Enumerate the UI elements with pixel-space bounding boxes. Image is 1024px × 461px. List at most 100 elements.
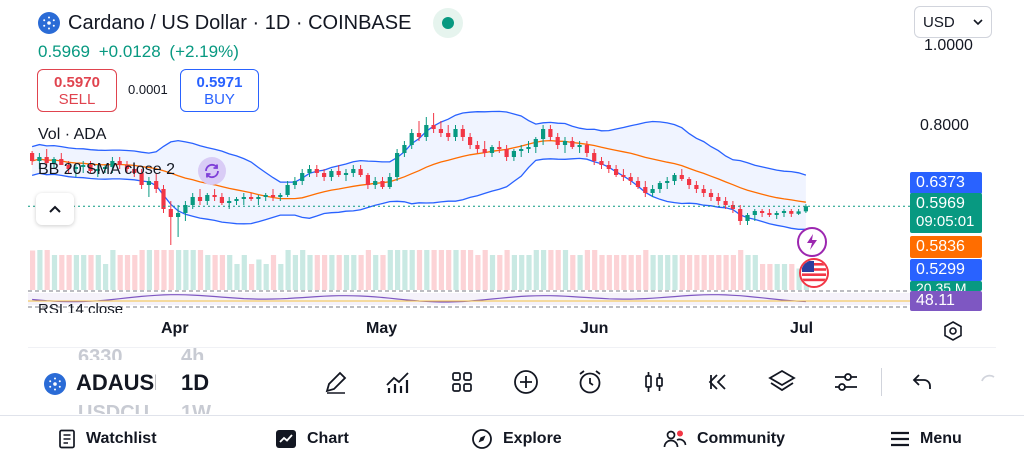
volume-bar xyxy=(489,255,496,290)
buy-price: 0.5971 xyxy=(196,73,243,91)
lightning-event-icon[interactable] xyxy=(797,227,827,257)
toolbar-divider xyxy=(881,368,882,396)
market-status-indicator[interactable] xyxy=(433,8,464,38)
candle-body xyxy=(519,149,524,151)
candle-body xyxy=(643,187,648,193)
symbol-header[interactable]: Cardano / US Dollar · 1D · COINBASE xyxy=(38,8,464,38)
volume-bar xyxy=(300,250,306,290)
candle-body xyxy=(635,181,641,187)
chart-type-button[interactable] xyxy=(638,366,670,398)
chart-settings-button[interactable] xyxy=(942,320,964,342)
object-tree-button[interactable] xyxy=(766,366,798,398)
nav-watchlist[interactable]: Watchlist xyxy=(58,416,157,461)
candle-body xyxy=(460,129,465,137)
candle-body xyxy=(621,175,626,177)
refresh-icon[interactable] xyxy=(198,157,226,185)
volume-legend[interactable]: Vol · ADA xyxy=(38,126,107,143)
candle-body xyxy=(139,173,144,185)
collapse-legend-button[interactable] xyxy=(36,193,74,225)
candle-body xyxy=(482,149,487,153)
volume-bar xyxy=(139,250,145,290)
volume-bar xyxy=(292,255,298,290)
price-chart[interactable] xyxy=(28,0,996,348)
symbol-picker[interactable]: ADAUSD xyxy=(76,370,156,395)
candle-body xyxy=(526,147,531,149)
nav-menu[interactable]: Menu xyxy=(890,416,962,461)
add-button[interactable] xyxy=(510,366,542,398)
volume-bar xyxy=(482,250,488,290)
volume-bar xyxy=(103,264,109,290)
volume-bar xyxy=(599,255,605,290)
price-axis-tick: 1.0000 xyxy=(924,37,973,51)
us-flag-event-icon[interactable] xyxy=(799,258,829,288)
candle-body xyxy=(409,133,414,145)
undo-icon xyxy=(912,374,931,389)
volume-bar xyxy=(475,255,481,290)
volume-bar xyxy=(30,250,36,290)
candle-body xyxy=(307,169,312,173)
settings-adjust-button[interactable] xyxy=(830,366,862,398)
candle-body xyxy=(672,175,677,181)
candle-body xyxy=(219,197,224,203)
candle-body xyxy=(249,197,254,199)
nav-explore[interactable]: Explore xyxy=(471,416,562,461)
undo-button[interactable] xyxy=(906,366,938,398)
symbol-title[interactable]: Cardano / US Dollar · 1D · COINBASE xyxy=(68,11,412,34)
volume-bar xyxy=(270,255,277,290)
sell-label: SELL xyxy=(58,90,96,108)
buy-button[interactable]: 0.5971 BUY xyxy=(180,69,259,112)
bollinger-legend[interactable]: BB 20 SMA close 2 xyxy=(38,161,175,178)
nav-community[interactable]: Community xyxy=(663,416,785,461)
candle-body xyxy=(475,145,480,149)
candle-body xyxy=(796,211,801,214)
volume-bar xyxy=(541,250,547,290)
candle-body xyxy=(701,189,706,193)
candle-body xyxy=(548,129,553,137)
candle-body xyxy=(665,181,670,183)
candle-body xyxy=(117,161,122,165)
candle-body xyxy=(650,189,655,193)
layouts-button[interactable] xyxy=(446,366,478,398)
bb-upper-tag: 0.6373 xyxy=(910,172,982,194)
indicators-button[interactable] xyxy=(382,366,414,398)
volume-bar xyxy=(533,250,539,290)
volume-bar xyxy=(694,255,700,290)
candle-body xyxy=(723,201,728,205)
candle-body xyxy=(497,147,502,149)
nav-chart[interactable]: Chart xyxy=(275,416,349,461)
candle-body xyxy=(73,167,78,169)
drawing-tool-button[interactable] xyxy=(320,366,352,398)
volume-bar xyxy=(504,250,510,290)
volume-bar xyxy=(343,255,350,290)
volume-bar xyxy=(351,255,357,290)
interval-picker[interactable]: 1D xyxy=(181,370,210,395)
chart-area[interactable] xyxy=(28,0,996,348)
candle-body xyxy=(37,157,42,161)
replay-button[interactable] xyxy=(702,366,734,398)
candle-body xyxy=(679,175,684,179)
hexagon-settings-icon xyxy=(944,321,962,341)
sell-price: 0.5970 xyxy=(54,73,100,91)
market-open-dot-icon xyxy=(442,17,455,29)
bb-basis-tag: 0.5836 xyxy=(910,236,982,258)
candle-body xyxy=(205,195,210,201)
candle-body xyxy=(738,209,743,221)
volume-bar xyxy=(380,255,386,290)
candle-body xyxy=(504,149,509,157)
redo-button[interactable] xyxy=(972,366,996,398)
candle-body xyxy=(168,209,173,217)
candle-body xyxy=(81,165,86,167)
chevron-down-icon xyxy=(973,19,983,26)
volume-bar xyxy=(176,250,182,290)
currency-select[interactable]: USD xyxy=(914,6,992,38)
volume-bar xyxy=(395,250,401,290)
candle-body xyxy=(446,133,451,137)
alert-button[interactable] xyxy=(574,366,606,398)
rsi-legend[interactable]: RSI 14 close xyxy=(38,301,124,313)
volume-bar xyxy=(446,250,452,290)
volume-bar xyxy=(621,255,627,290)
sell-button[interactable]: 0.5970 SELL xyxy=(37,69,117,112)
last-price: 0.5969 xyxy=(38,42,90,61)
volume-bar xyxy=(548,250,554,290)
volume-bar xyxy=(132,255,138,290)
